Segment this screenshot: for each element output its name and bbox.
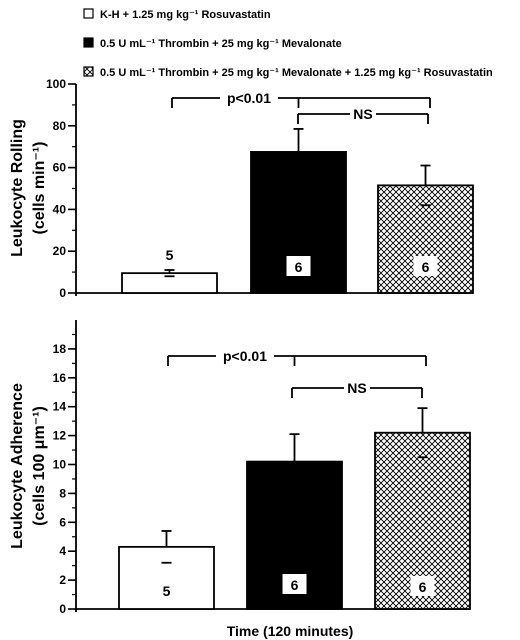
- adherence-tick-label: 18: [53, 342, 67, 356]
- adherence-tick-label: 6: [59, 515, 66, 529]
- x-axis-title: Time (120 minutes): [227, 623, 354, 639]
- legend-swatch-black: [83, 37, 94, 48]
- rolling-bar-3: [377, 184, 474, 294]
- rolling-tick-label: 0: [59, 286, 66, 300]
- adherence-n-label-2: 6: [291, 577, 299, 593]
- adherence-ylabel-1: Leukocyte Adherence: [9, 383, 26, 549]
- rolling-n-box-2: [286, 256, 311, 276]
- adherence-n-box-3: [410, 576, 435, 596]
- adherence-tick-label: 14: [53, 400, 67, 414]
- legend: K-H + 1.25 mg kg⁻¹ Rosuvastatin 0.5 U mL…: [83, 8, 493, 79]
- adherence-sig-text-1: p<0.01: [223, 348, 267, 364]
- adherence-n-label-3: 6: [419, 579, 427, 595]
- rolling-ylabel-2: (cells min⁻¹): [31, 142, 48, 235]
- rolling-sig-text-bg-2: [350, 105, 376, 123]
- rolling-ylabel-1: Leukocyte Rolling: [9, 119, 26, 257]
- rolling-n-label-2: 6: [295, 259, 303, 275]
- rolling-tick-label: 40: [53, 202, 67, 216]
- adherence-sig-text-bg-1: [216, 347, 274, 365]
- adherence-tick-label: 16: [53, 371, 67, 385]
- adherence-tick-label: 0: [59, 602, 66, 616]
- legend-label-1: K-H + 1.25 mg kg⁻¹ Rosuvastatin: [100, 9, 271, 21]
- adherence-n-label-1: 5: [163, 583, 171, 599]
- rolling-sig-text-bg-1: [220, 89, 278, 107]
- rolling-tick-label: 20: [53, 244, 67, 258]
- rolling-n-label-1: 5: [166, 247, 174, 263]
- rolling-n-box-3: [413, 256, 438, 276]
- rolling-tick-label: 80: [53, 119, 67, 133]
- adherence-n-box-2: [282, 574, 307, 594]
- adherence-tick-label: 10: [53, 458, 67, 472]
- rolling-sig-text-2: NS: [353, 106, 372, 122]
- rolling-panel: Leukocyte Rolling (cells min⁻¹) 0 20 40 60 8…: [9, 77, 474, 300]
- adherence-tick-label: 8: [59, 486, 66, 500]
- legend-swatch-white: [83, 8, 94, 19]
- legend-swatch-hatch: [83, 66, 94, 77]
- rolling-sig-text-1: p<0.01: [227, 90, 271, 106]
- adherence-sig-text-2: NS: [347, 380, 366, 396]
- rolling-tick-label: 60: [53, 161, 67, 175]
- adherence-tick-label: 12: [53, 429, 67, 443]
- adherence-bar-1: [118, 545, 215, 610]
- rolling-tick-label: 100: [46, 77, 66, 91]
- legend-label-3: 0.5 U mL⁻¹ Thrombin + 25 mg kg⁻¹ Mevalon…: [100, 67, 493, 79]
- adherence-tick-label: 2: [59, 573, 66, 587]
- legend-label-2: 0.5 U mL⁻¹ Thrombin + 25 mg kg⁻¹ Mevalon…: [100, 38, 342, 50]
- adherence-sig-text-bg-2: [344, 379, 370, 397]
- adherence-panel: Leukocyte Adherence (cells 100 μm⁻¹) 0 2 4…: [9, 320, 471, 616]
- adherence-tick-label: 4: [59, 544, 66, 558]
- rolling-n-label-3: 6: [422, 259, 430, 275]
- adherence-ylabel-2: (cells 100 μm⁻¹): [31, 406, 48, 526]
